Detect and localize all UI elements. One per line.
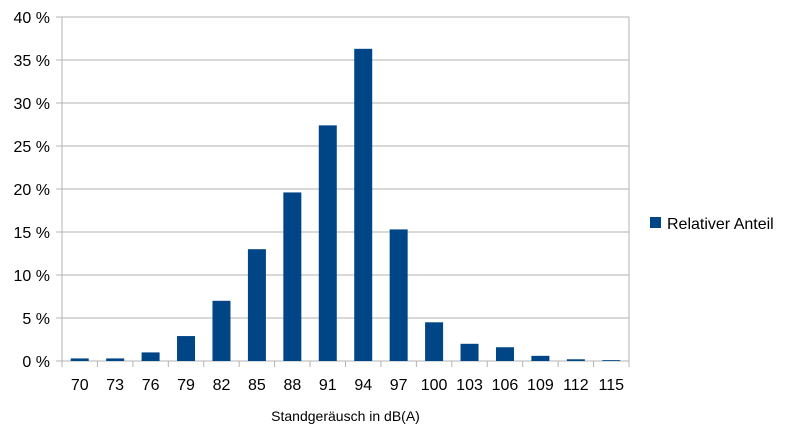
bar-115: [602, 360, 621, 361]
y-tick-label: 5 %: [22, 311, 50, 328]
x-tick-label: 106: [492, 377, 519, 394]
bar-97: [389, 229, 408, 361]
legend-swatch: [650, 217, 661, 228]
x-tick-label: 109: [527, 377, 554, 394]
x-tick-label: 94: [354, 377, 372, 394]
x-tick-label: 103: [456, 377, 483, 394]
x-axis-title: Standgeräusch in dB(A): [271, 408, 420, 424]
y-tick-label: 40 %: [14, 10, 50, 27]
bar-91: [318, 125, 337, 361]
x-tick-label: 88: [283, 377, 301, 394]
bar-112: [566, 359, 585, 361]
bar-70: [70, 358, 89, 361]
y-axis-ticks: 0 % 5 % 10 % 15 % 20 % 25 % 30 % 35 % 40 %: [14, 10, 50, 371]
legend-label: Relativer Anteil: [667, 216, 774, 233]
bar-82: [212, 300, 231, 361]
bar-94: [354, 48, 373, 361]
bar-79: [177, 336, 196, 361]
x-tick-label: 82: [213, 377, 231, 394]
legend: Relativer Anteil: [650, 216, 774, 233]
bar-100: [425, 322, 444, 361]
x-tick-label: 115: [599, 377, 625, 394]
y-tick-label: 15 %: [14, 225, 50, 242]
y-tick-label: 25 %: [14, 139, 50, 156]
bar-85: [247, 249, 266, 361]
bar-76: [141, 352, 160, 361]
bar-73: [106, 358, 125, 361]
y-tick-label: 0 %: [22, 354, 50, 371]
x-axis-ticks: 70 73 76 79 82 85 88 91 94 97 100 103 106 109 112 115: [71, 377, 624, 394]
x-tick-label: 76: [142, 377, 160, 394]
x-tick-label: 70: [71, 377, 89, 394]
y-tick-label: 30 %: [14, 96, 50, 113]
gridlines: [56, 16, 630, 367]
y-tick-label: 35 %: [14, 53, 50, 70]
x-tick-label: 73: [106, 377, 124, 394]
y-tick-label: 10 %: [14, 268, 50, 285]
x-tick-label: 79: [177, 377, 195, 394]
bars: [70, 48, 621, 361]
y-tick-label: 20 %: [14, 182, 50, 199]
x-tick-label: 97: [390, 377, 408, 394]
bar-106: [495, 347, 514, 361]
bar-103: [460, 343, 479, 361]
bar-109: [531, 355, 550, 361]
x-tick-label: 100: [421, 377, 448, 394]
x-tick-label: 112: [563, 377, 589, 394]
x-tick-label: 85: [248, 377, 266, 394]
bar-88: [283, 192, 302, 361]
x-tick-label: 91: [319, 377, 337, 394]
